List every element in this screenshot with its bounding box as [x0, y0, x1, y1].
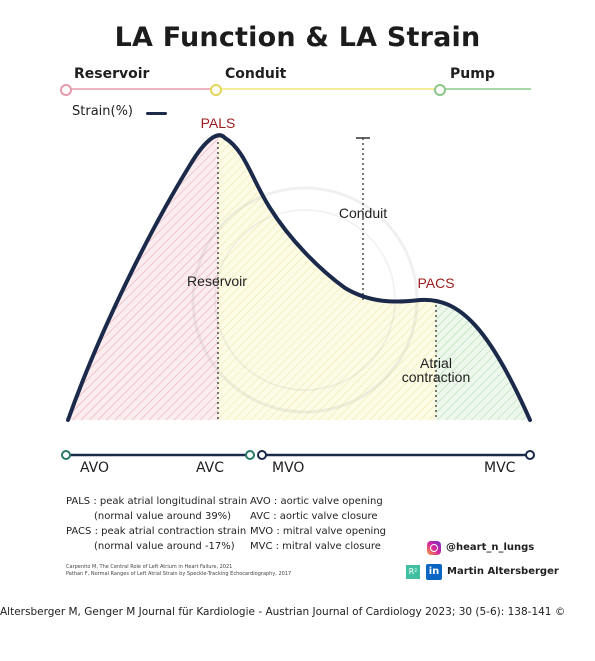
citation-caption: Altersberger M, Genger M Journal für Kar…	[0, 606, 566, 618]
author-name[interactable]: Martin Altersberger	[447, 566, 559, 577]
reference-1: Carpenito M, The Central Role of Left At…	[66, 564, 233, 570]
definitions-right: AVO : aortic valve opening AVC : aortic …	[250, 494, 386, 554]
avc-label: AVC	[196, 460, 225, 476]
def-pals-normal: (normal value around 39%)	[94, 511, 232, 522]
phase-bar-pump	[442, 88, 531, 90]
strain-curve-diagram: PALS PACS Reservoir Conduit Atrial contr…	[61, 115, 535, 460]
linkedin-icon: in	[426, 564, 442, 580]
def-avc: AVC : aortic valve closure	[250, 511, 378, 522]
def-mvo: MVO : mitral valve opening	[250, 526, 387, 537]
pals-label: PALS	[201, 115, 236, 131]
legend-label: Strain(%)	[72, 104, 134, 119]
def-pals: PALS : peak atrial longitudinal strain	[66, 496, 248, 507]
def-avo: AVO : aortic valve opening	[250, 496, 383, 507]
phase-bar-conduit	[218, 88, 439, 90]
def-pacs: PACS : peak atrial contraction strain	[66, 526, 247, 537]
figure-title: LA Function & LA Strain	[114, 22, 481, 53]
mvo-label: MVO	[272, 460, 305, 476]
legend-line-swatch	[146, 112, 167, 115]
mvo-dot	[257, 450, 267, 460]
instagram-handle[interactable]: @heart_n_lungs	[446, 542, 535, 553]
phase-marker-avc	[210, 84, 222, 96]
avc-dot	[245, 450, 255, 460]
avo-label: AVO	[80, 460, 110, 476]
def-pacs-normal: (normal value around -17%)	[94, 541, 235, 552]
reservoir-label: Reservoir	[187, 273, 247, 289]
mvc-dot	[525, 450, 535, 460]
instagram-icon	[427, 541, 441, 555]
contraction-label: contraction	[402, 369, 470, 385]
phase-label-pump: Pump	[450, 66, 495, 82]
reference-2: Pathan F, Normal Ranges of Left Atrial S…	[66, 571, 292, 577]
phase-label-reservoir: Reservoir	[74, 66, 150, 82]
researchgate-icon: R²	[406, 565, 420, 579]
avo-dot	[61, 450, 71, 460]
phase-marker-start	[60, 84, 72, 96]
phase-label-conduit: Conduit	[225, 66, 287, 82]
mvc-label: MVC	[484, 460, 516, 476]
definitions-left: PALS : peak atrial longitudinal strain (…	[66, 494, 247, 554]
strain-curve-line	[66, 133, 532, 422]
def-mvc: MVC : mitral valve closure	[250, 541, 381, 552]
figure-panel: LA Function & LA Strain Reservoir Condui…	[60, 22, 559, 580]
conduit-label: Conduit	[339, 205, 387, 221]
pacs-label: PACS	[417, 275, 454, 291]
atrial-label: Atrial	[420, 355, 452, 371]
phase-bar-reservoir	[68, 88, 216, 90]
phase-marker-pacs	[434, 84, 446, 96]
